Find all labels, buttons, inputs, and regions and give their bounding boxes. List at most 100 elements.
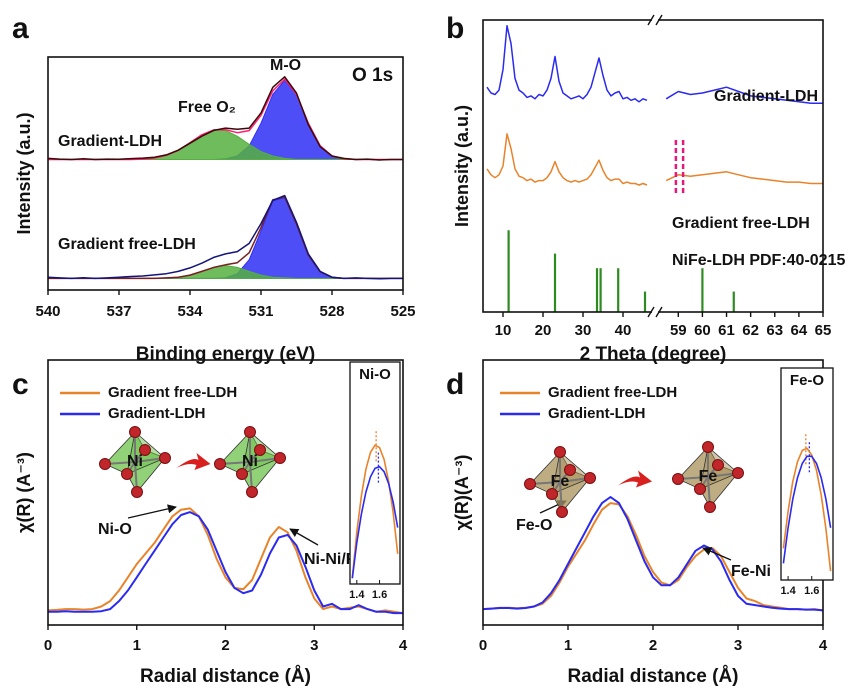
x-tick-label: 64 <box>791 322 808 339</box>
oxygen-atom <box>672 473 684 485</box>
axis-break-gap <box>652 17 658 23</box>
oxygen-atom <box>139 444 151 456</box>
metal-label: Fe <box>551 473 570 490</box>
spectrum-line <box>782 455 832 564</box>
annotation: Gradient-LDH <box>58 133 162 150</box>
spectrum-line <box>47 76 403 161</box>
x-tick-label: 2 <box>221 637 229 654</box>
oxygen-atom <box>121 468 133 480</box>
inset-title: Fe-O <box>790 372 825 389</box>
oxygen-atom <box>546 488 558 500</box>
oxygen-atom <box>732 467 744 479</box>
x-axis-label: Radial distance (Å) <box>140 666 311 687</box>
annotation-arrow <box>127 504 177 519</box>
x-tick-label: 1 <box>564 637 572 654</box>
reference-label: NiFe-LDH PDF:40-0215 <box>672 252 845 269</box>
x-tick-label: 528 <box>319 303 344 320</box>
oxygen-atom <box>159 452 171 464</box>
oxygen-atom <box>704 501 716 513</box>
spectrum-line <box>486 133 823 186</box>
x-axis-label: Radial distance (Å) <box>567 666 738 687</box>
annotation: M-O <box>270 57 301 74</box>
x-tick-label: 62 <box>742 322 759 339</box>
x-tick-label: 40 <box>615 322 632 339</box>
oxygen-atom <box>99 458 111 470</box>
series-label: Gradient-LDH <box>714 88 818 105</box>
legend-label: Gradient free-LDH <box>548 384 677 401</box>
axis-break-gap <box>652 309 658 315</box>
panel-letter: b <box>446 12 464 45</box>
annotation: Fe-O <box>516 517 552 534</box>
x-tick-label: 60 <box>694 322 711 339</box>
x-tick-label: 3 <box>310 637 318 654</box>
oxygen-atom <box>524 478 536 490</box>
oxygen-atom <box>274 452 286 464</box>
axes-frame <box>47 56 404 291</box>
peak-area <box>47 265 404 279</box>
oxygen-atom <box>129 426 141 438</box>
x-axis-label: Binding energy (eV) <box>136 344 315 365</box>
axis-break <box>647 306 655 318</box>
x-tick-label: 0 <box>44 637 52 654</box>
panel-letter: d <box>446 368 464 401</box>
axis-break <box>655 14 663 26</box>
transition-arrow <box>176 453 211 470</box>
axis-break <box>647 14 655 26</box>
y-axis-label: Intensity (a.u.) <box>452 105 472 227</box>
oxygen-atom <box>131 486 143 498</box>
inset-x-tick-label: 1.6 <box>372 589 387 601</box>
annotation: Ni-O <box>98 521 132 538</box>
spectrum-line <box>782 447 832 572</box>
oxygen-atom <box>702 441 714 453</box>
transition-arrow <box>618 470 652 488</box>
oxygen-atom <box>246 486 258 498</box>
x-tick-label: 525 <box>390 303 415 320</box>
x-tick-label: 59 <box>670 322 687 339</box>
x-tick-label: 1 <box>133 637 141 654</box>
x-tick-label: 537 <box>106 303 131 320</box>
spectrum-line <box>48 511 403 615</box>
x-tick-label: 4 <box>399 637 408 654</box>
x-tick-label: 20 <box>535 322 552 339</box>
series-label: Gradient free-LDH <box>672 215 810 232</box>
x-tick-label: 63 <box>766 322 783 339</box>
inset-title: Ni-O <box>359 366 391 383</box>
x-tick-label: 4 <box>819 637 828 654</box>
oxygen-atom <box>712 459 724 471</box>
legend-label: Gradient free-LDH <box>108 384 237 401</box>
oxygen-atom <box>244 426 256 438</box>
panel-letter: a <box>12 12 29 45</box>
panel-letter: c <box>12 368 29 401</box>
annotation: Gradient free-LDH <box>58 236 196 253</box>
annotation-arrow <box>289 528 319 546</box>
x-tick-label: 61 <box>718 322 735 339</box>
spectrum-line <box>47 194 403 280</box>
legend-label: Gradient-LDH <box>108 405 206 422</box>
x-axis-label: 2 Theta (degree) <box>580 344 727 365</box>
oxygen-atom <box>564 464 576 476</box>
annotation-arrow <box>702 547 732 561</box>
metal-label: Fe <box>699 468 718 485</box>
spectrum-line <box>486 25 823 104</box>
x-tick-label: 0 <box>479 637 487 654</box>
inset-frame <box>349 361 401 585</box>
oxygen-atom <box>214 458 226 470</box>
y-axis-label: χ(R)(A⁻³) <box>452 455 472 531</box>
axes-frame <box>47 359 404 626</box>
spectrum-line <box>351 465 399 579</box>
x-tick-label: 65 <box>815 322 832 339</box>
inset-x-tick-label: 1.4 <box>349 589 365 601</box>
oxygen-atom <box>254 444 266 456</box>
oxygen-atom <box>694 483 706 495</box>
x-tick-label: 30 <box>575 322 592 339</box>
y-axis-label: Intensity (a.u.) <box>14 112 34 234</box>
metal-label: Ni <box>127 453 143 470</box>
legend-label: Gradient-LDH <box>548 405 646 422</box>
spectrum-line <box>482 496 824 612</box>
oxygen-atom <box>584 472 596 484</box>
annotation: Free O₂ <box>178 99 236 116</box>
x-tick-label: 540 <box>35 303 60 320</box>
metal-label: Ni <box>242 453 258 470</box>
x-tick-label: 2 <box>649 637 657 654</box>
